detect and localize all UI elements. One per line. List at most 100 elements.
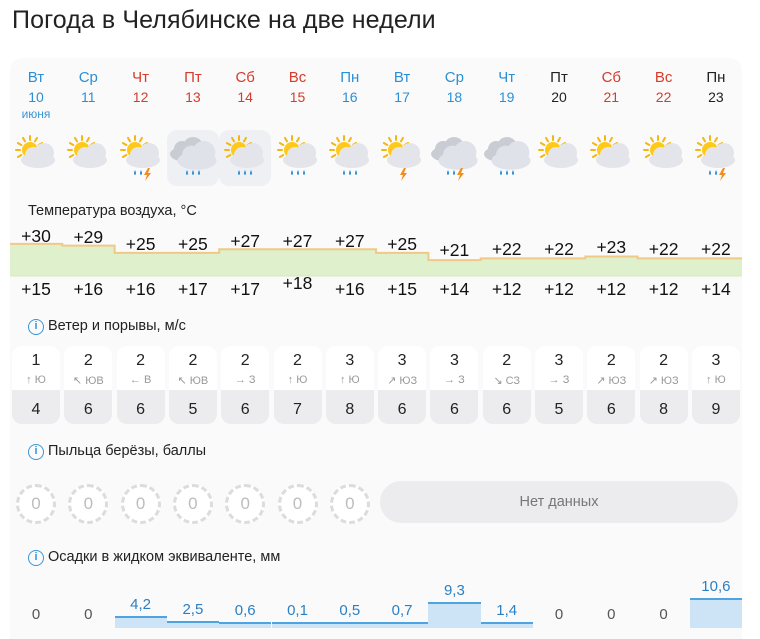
temperature-max: +22 bbox=[648, 238, 679, 259]
wind-arrow-icon: ↑ bbox=[706, 374, 712, 386]
wind-cell: 2 ↖ ЮВ 5 bbox=[168, 346, 217, 424]
precipitation-bar bbox=[166, 620, 220, 628]
day-of-week: Чт bbox=[132, 69, 150, 86]
precipitation-value: 10,6 bbox=[701, 578, 731, 595]
temperature-min: +12 bbox=[544, 279, 574, 299]
precipitation-bar bbox=[271, 622, 324, 628]
wind-gust-bg bbox=[116, 390, 165, 424]
wind-direction: ↑ Ю bbox=[12, 374, 60, 386]
day-of-week: Сб bbox=[235, 69, 255, 86]
wind-gust-bg bbox=[482, 390, 531, 424]
wind-gust: 5 bbox=[188, 401, 198, 418]
wind-gust: 7 bbox=[293, 401, 302, 418]
cloud-rain-icon bbox=[166, 130, 219, 186]
day-column[interactable]: Пн 23 bbox=[690, 68, 742, 106]
wind-direction: ↗ ЮЗ bbox=[587, 374, 635, 387]
wind-gust: 6 bbox=[449, 401, 459, 418]
precipitation-bar bbox=[428, 601, 481, 628]
wind-gust-bg bbox=[430, 390, 479, 424]
day-column[interactable]: Вс 15 bbox=[272, 68, 324, 106]
wind-direction-label: ЮВ bbox=[189, 375, 209, 387]
wind-cell: 3 ↗ ЮЗ 6 bbox=[378, 346, 427, 424]
temperature-band-fill bbox=[10, 243, 742, 276]
temperature-max: +21 bbox=[439, 240, 470, 261]
wind-cell: 2 ↗ ЮЗ 6 bbox=[587, 346, 636, 424]
day-column[interactable]: Чт 12 bbox=[115, 68, 167, 106]
wind-cell: 2 ↖ ЮВ 6 bbox=[64, 346, 113, 424]
precipitation-value: 0,1 bbox=[287, 602, 308, 619]
precipitation-value: 2,5 bbox=[182, 600, 204, 618]
wind-direction: ↗ ЮЗ bbox=[640, 374, 688, 387]
day-column[interactable]: Ср 11 bbox=[62, 68, 114, 106]
sun-cloud-icon bbox=[638, 130, 690, 186]
wind-speed: 2 bbox=[83, 352, 93, 369]
wind-speed-bg bbox=[325, 346, 374, 394]
temperature-max: +22 bbox=[701, 238, 731, 259]
wind-speed-bg bbox=[273, 346, 322, 394]
wind-direction: ↖ ЮВ bbox=[64, 374, 112, 387]
wind-speed: 3 bbox=[449, 352, 459, 369]
sun-cloud-rain-thunder-icon bbox=[690, 130, 742, 186]
wind-gust: 9 bbox=[711, 401, 721, 418]
day-column[interactable]: Вт 17 bbox=[376, 68, 428, 106]
sun-cloud-icon bbox=[585, 130, 637, 186]
wind-gust-bg bbox=[64, 390, 113, 424]
info-icon[interactable]: i bbox=[28, 444, 44, 460]
wind-gust-bg bbox=[325, 390, 374, 424]
wind-direction-label: Ю bbox=[296, 374, 308, 386]
info-icon[interactable]: i bbox=[28, 319, 44, 335]
wind-gust: 5 bbox=[554, 401, 564, 418]
day-column[interactable]: Сб 14 bbox=[219, 68, 271, 106]
wind-speed-bg bbox=[64, 346, 113, 394]
day-column[interactable]: Пт 20 bbox=[533, 68, 585, 106]
wind-arrow-icon: ↖ bbox=[72, 375, 83, 387]
day-number: 13 bbox=[185, 89, 201, 105]
wind-direction: ↑ Ю bbox=[274, 374, 322, 386]
day-column[interactable]: Ср 18 bbox=[428, 68, 480, 106]
wind-gust: 6 bbox=[83, 401, 93, 418]
pollen-value: 0 bbox=[172, 484, 213, 524]
temperature-min: +14 bbox=[439, 279, 470, 299]
temperature-max: +27 bbox=[334, 230, 365, 251]
day-column[interactable]: Пн 16 bbox=[324, 68, 376, 106]
precipitation-value: 0,6 bbox=[234, 602, 256, 619]
wind-cell: 2 ↘ СЗ 6 bbox=[482, 346, 531, 424]
wind-speed: 2 bbox=[606, 352, 616, 369]
sun-cloud-thunder-icon bbox=[376, 130, 428, 186]
wind-direction: ↘ СЗ bbox=[483, 374, 531, 387]
precipitation-value: 0 bbox=[554, 606, 564, 623]
day-number: 16 bbox=[342, 89, 358, 105]
day-column[interactable]: Вс 22 bbox=[638, 68, 690, 106]
sun-cloud-rain-thunder-icon bbox=[115, 130, 167, 186]
wind-direction-label: ЮВ bbox=[85, 375, 104, 387]
sun-cloud-rain-icon bbox=[272, 130, 324, 186]
wind-gust-bg bbox=[273, 390, 322, 424]
wind-arrow-icon: → bbox=[234, 374, 246, 386]
wind-cell: 3 → З 6 bbox=[430, 346, 479, 424]
wind-direction-label: В bbox=[143, 374, 152, 386]
day-column[interactable]: Чт 19 bbox=[481, 68, 533, 106]
wind-direction: → З bbox=[221, 374, 269, 386]
wind-cell: 2 ↗ ЮЗ 8 bbox=[639, 346, 688, 424]
wind-direction-label: ЮЗ bbox=[660, 375, 679, 387]
wind-direction: → З bbox=[430, 374, 478, 386]
day-column[interactable]: Вт 10 июня bbox=[10, 68, 62, 122]
wind-gust: 8 bbox=[345, 401, 355, 418]
wind-gust-bg bbox=[12, 390, 60, 424]
pollen-value: 0 bbox=[68, 484, 109, 524]
page-title: Погода в Челябинске на две недели bbox=[12, 6, 436, 34]
day-column[interactable]: Сб 21 bbox=[585, 68, 637, 106]
info-icon[interactable]: i bbox=[28, 550, 44, 566]
wind-arrow-icon: ↗ bbox=[596, 375, 606, 387]
wind-speed-bg bbox=[587, 346, 636, 394]
wind-speed: 3 bbox=[397, 352, 407, 369]
wind-gust: 6 bbox=[240, 401, 250, 418]
wind-direction: ↑ Ю bbox=[326, 374, 374, 386]
day-of-week: Пт bbox=[184, 69, 202, 86]
temperature-min: +16 bbox=[334, 279, 365, 299]
day-column[interactable]: Пт 13 bbox=[167, 68, 219, 106]
wind-speed-bg bbox=[691, 346, 740, 394]
wind-gust: 8 bbox=[659, 401, 669, 418]
temperature-min: +12 bbox=[648, 279, 679, 299]
precipitation-bar bbox=[114, 616, 167, 628]
